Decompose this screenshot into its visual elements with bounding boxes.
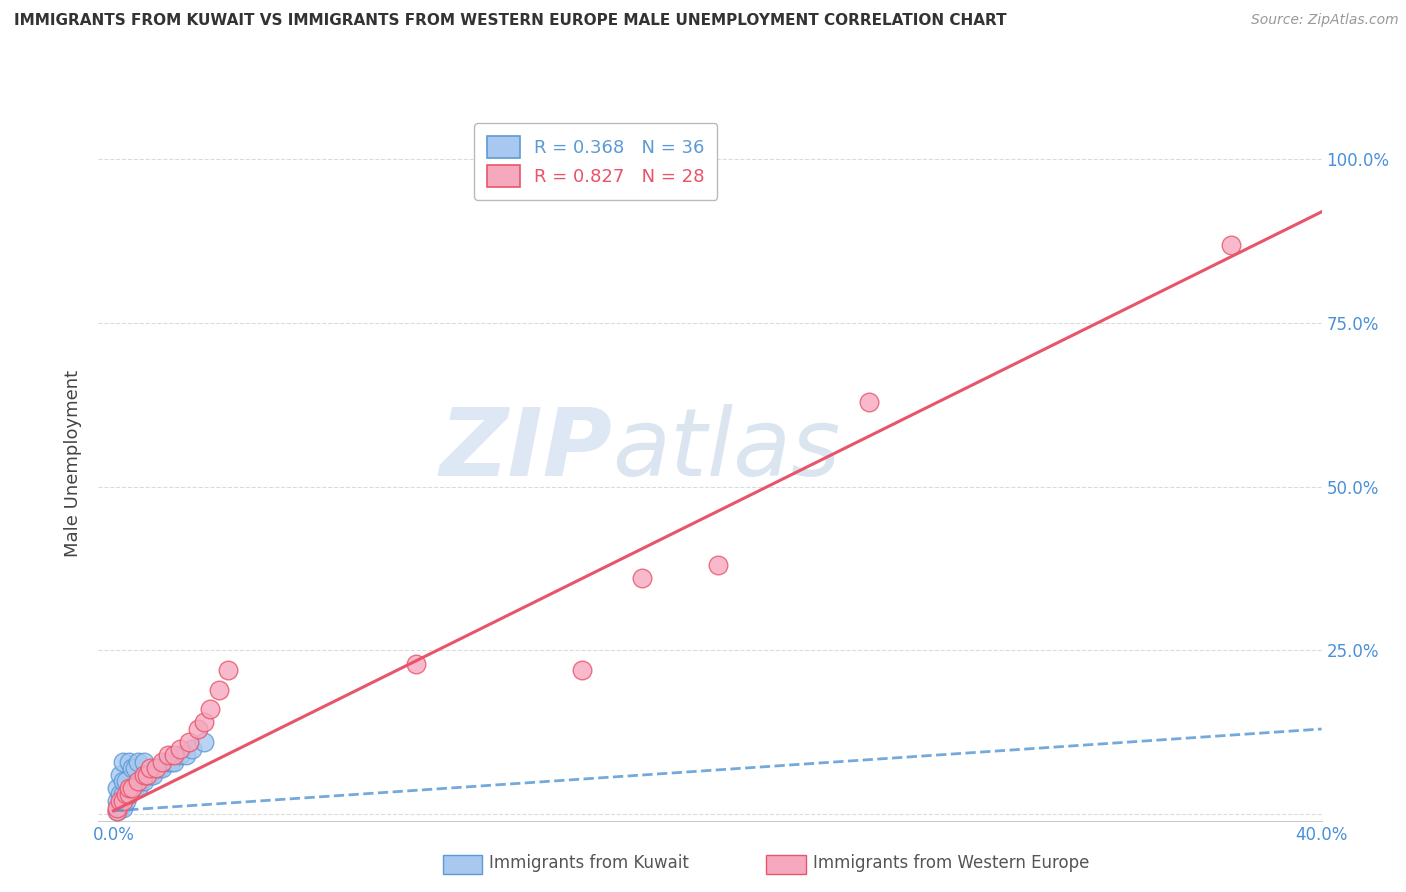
Point [121,761,143,775]
Point [114,774,136,789]
Point [142,768,165,782]
Point [117,788,139,802]
Point [117,755,139,769]
Point [208,682,231,697]
Point [114,794,136,808]
Point [858,394,880,409]
Point [135,768,157,782]
Point [121,780,143,795]
Point [139,761,162,775]
Point [163,755,186,769]
Point [108,800,131,814]
Text: Immigrants from Western Europe: Immigrants from Western Europe [813,855,1090,872]
Text: IMMIGRANTS FROM KUWAIT VS IMMIGRANTS FROM WESTERN EUROPE MALE UNEMPLOYMENT CORRE: IMMIGRANTS FROM KUWAIT VS IMMIGRANTS FRO… [14,13,1007,29]
Point [127,755,149,769]
Point [631,153,654,167]
Point [169,741,191,756]
Point [111,774,134,789]
Point [156,748,179,763]
Text: Source: ZipAtlas.com: Source: ZipAtlas.com [1251,13,1399,28]
Legend: R = 0.368   N = 36, R = 0.827   N = 28: R = 0.368 N = 36, R = 0.827 N = 28 [474,123,717,200]
Y-axis label: Male Unemployment: Male Unemployment [63,370,82,558]
Point [105,794,128,808]
Point [156,755,179,769]
Point [193,715,215,730]
Point [1220,237,1243,252]
Point [145,761,167,775]
Point [150,755,173,769]
Point [169,748,191,763]
Point [181,741,204,756]
Point [105,800,128,814]
Point [111,800,134,814]
Point [160,755,183,769]
Point [135,768,157,782]
Point [111,794,134,808]
Point [571,663,593,677]
Point [132,755,155,769]
Point [405,657,427,671]
Point [631,571,654,585]
Point [132,768,155,782]
Point [111,788,134,802]
Point [117,780,139,795]
Point [127,780,149,795]
Point [148,761,170,775]
Point [132,774,155,789]
Point [177,735,200,749]
Text: Immigrants from Kuwait: Immigrants from Kuwait [489,855,689,872]
Point [193,735,215,749]
Point [105,780,128,795]
Point [108,768,131,782]
Point [117,788,139,802]
Point [124,780,146,795]
Text: ZIP: ZIP [439,403,612,496]
Point [127,774,149,789]
Point [706,558,728,573]
Point [121,780,143,795]
Point [129,774,152,789]
Point [150,761,173,775]
Point [124,761,146,775]
Point [105,804,128,818]
Point [105,804,128,818]
Point [163,748,186,763]
Point [174,748,197,763]
Point [217,663,239,677]
Point [111,755,134,769]
Point [139,768,162,782]
Point [114,788,136,802]
Point [108,788,131,802]
Point [145,761,167,775]
Text: atlas: atlas [612,404,841,495]
Point [108,794,131,808]
Point [187,722,209,736]
Point [198,702,221,716]
